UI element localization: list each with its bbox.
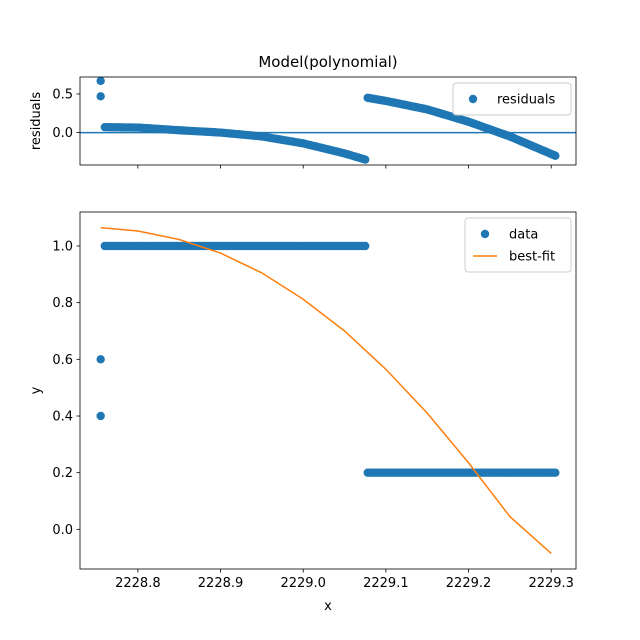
y-tick-label: 0.6 bbox=[52, 353, 73, 368]
plot-area bbox=[96, 226, 560, 554]
x-tick-label: 2228.8 bbox=[115, 576, 161, 591]
x-tick-label: 2229.2 bbox=[446, 576, 492, 591]
y-tick-label: 0.0 bbox=[52, 126, 73, 141]
data-point bbox=[96, 411, 105, 421]
x-tick-label: 2228.9 bbox=[198, 576, 244, 591]
x-tick-label: 2229.1 bbox=[363, 576, 409, 591]
y-axis-label: y bbox=[29, 386, 44, 394]
legend-dot-marker bbox=[480, 229, 490, 239]
y-tick-label: 0.5 bbox=[52, 87, 73, 102]
x-tick-label: 2229.0 bbox=[280, 576, 326, 591]
x-tick-label: 2229.3 bbox=[528, 576, 574, 591]
data-point bbox=[96, 355, 105, 364]
best-fit-line bbox=[100, 226, 552, 554]
data-fit-plot: 0.0 0.2 0.4 0.6 0.8 1.0 2228.8 2228.9 2229.0 2229… bbox=[29, 211, 577, 614]
x-axis-label: x bbox=[324, 599, 332, 614]
legend: data best-fit bbox=[464, 217, 572, 273]
legend-box bbox=[464, 217, 572, 273]
y-axis-label: residuals bbox=[29, 92, 44, 151]
legend-dot-marker bbox=[468, 94, 478, 104]
legend-entry: best-fit bbox=[509, 250, 555, 265]
residuals-point bbox=[551, 151, 560, 160]
residuals-plot: 0.0 0.5 Model(polynomial) residuals residual… bbox=[29, 53, 577, 169]
chart-title: Model(polynomial) bbox=[258, 53, 397, 71]
y-tick-label: 0.4 bbox=[52, 410, 73, 425]
legend-entry: data bbox=[509, 228, 538, 243]
residuals-point bbox=[96, 92, 105, 101]
data-point bbox=[551, 468, 560, 477]
y-tick-label: 1.0 bbox=[52, 240, 73, 255]
legend-box bbox=[452, 82, 572, 116]
y-tick-label: 0.2 bbox=[52, 466, 73, 481]
legend: residuals bbox=[452, 82, 572, 116]
y-tick-label: 0.0 bbox=[52, 523, 73, 538]
data-point bbox=[361, 241, 370, 251]
residuals-point bbox=[361, 155, 370, 164]
residuals-point bbox=[96, 77, 105, 86]
legend-entry: residuals bbox=[497, 93, 556, 108]
axes-frame bbox=[79, 76, 577, 166]
plot-area bbox=[80, 77, 576, 164]
y-tick-label: 0.8 bbox=[52, 296, 73, 311]
axes-frame bbox=[79, 211, 577, 570]
